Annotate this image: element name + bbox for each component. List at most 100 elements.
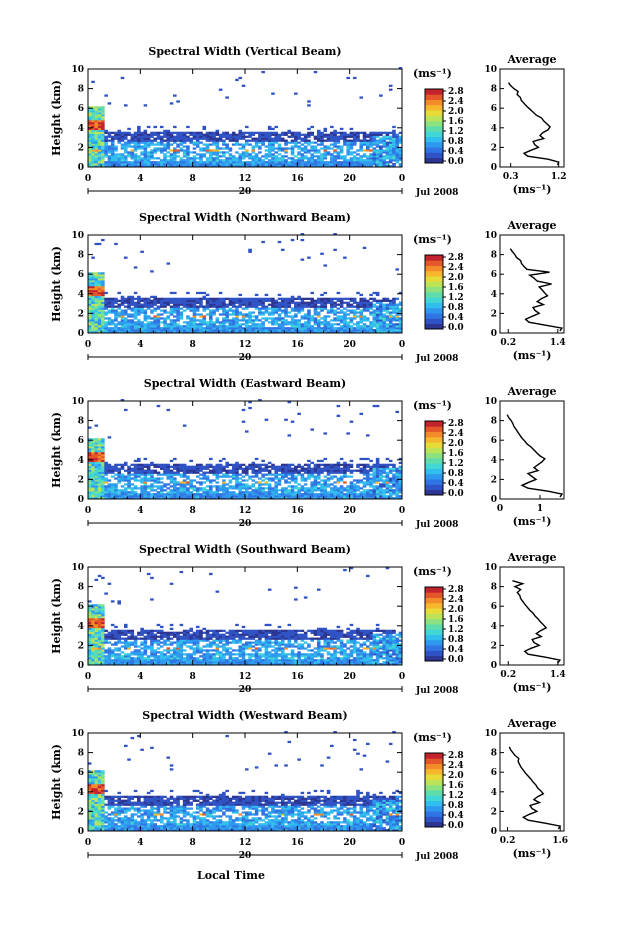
heatmap-cell [209, 493, 213, 496]
heatmap-cell [215, 467, 220, 470]
heatmap-cell [199, 313, 203, 316]
heatmap-cell [359, 471, 364, 474]
heatmap-cell [202, 473, 207, 476]
heatmap-cell [143, 131, 148, 134]
heatmap-cell [91, 469, 95, 472]
heatmap-cell [359, 491, 364, 494]
heatmap-cell [146, 307, 151, 310]
heatmap-cell [120, 493, 125, 496]
heatmap-cell [267, 133, 272, 136]
heatmap-cell [382, 151, 386, 154]
heatmap-cell [94, 455, 99, 459]
heatmap-cell [153, 143, 157, 146]
heatmap-cell [192, 299, 197, 302]
heatmap-cell [179, 303, 184, 306]
heatmap-cell [199, 135, 203, 138]
heatmap-cell [320, 307, 324, 310]
heatmap-cell [150, 317, 154, 320]
heatmap-cell [169, 157, 174, 160]
heatmap-cell [287, 434, 292, 437]
heatmap-cell [166, 151, 171, 154]
heatmap-cell [307, 469, 311, 472]
heatmap-cell [303, 149, 308, 152]
heatmap-cell [97, 461, 102, 465]
heatmap-cell [372, 163, 377, 166]
heatmap-cell [362, 131, 367, 134]
heatmap-cell [114, 301, 118, 304]
heatmap-cell [362, 467, 367, 470]
heatmap-cell [137, 329, 141, 332]
heatmap-cell [110, 155, 115, 158]
heatmap-cell [97, 157, 102, 160]
heatmap-cell [339, 315, 344, 318]
heatmap-cell [94, 481, 99, 484]
heatmap-cell [169, 305, 174, 308]
heatmap-cell [209, 491, 213, 494]
heatmap-cell [313, 311, 318, 314]
heatmap-cell [146, 125, 151, 129]
heatmap-cell [104, 477, 108, 480]
heatmap-cell [143, 319, 148, 322]
heatmap-cell [199, 483, 203, 486]
heatmap-cell [120, 327, 125, 330]
heatmap-cell [209, 155, 213, 158]
heatmap-cell [359, 165, 364, 168]
heatmap-cell [310, 483, 314, 486]
colorbar-swatch [425, 157, 443, 164]
heatmap-cell [127, 327, 131, 330]
heatmap-cell [199, 155, 203, 158]
heatmap-cell [267, 125, 272, 129]
heatmap-cell [192, 325, 197, 328]
heatmap-cell [101, 165, 105, 168]
heatmap-cell [372, 481, 377, 484]
heatmap-cell [120, 165, 125, 168]
heatmap-cell [107, 323, 112, 326]
heatmap-cell [91, 473, 95, 476]
heatmap-cell [88, 610, 92, 613]
heatmap-cell [379, 463, 383, 466]
heatmap-cell [97, 145, 102, 148]
heatmap-cell [94, 625, 99, 629]
heatmap-cell [375, 309, 380, 312]
heatmap-cell [241, 491, 246, 494]
heatmap-cell [101, 481, 105, 484]
heatmap-cell [352, 313, 357, 316]
heatmap-cell [101, 453, 105, 457]
heatmap-cell [248, 497, 252, 500]
heatmap-cell [349, 127, 354, 131]
heatmap-cell [277, 293, 282, 297]
heatmap-cell [333, 481, 337, 484]
heatmap-cell [277, 317, 282, 320]
heatmap-cell [245, 299, 249, 302]
heatmap-cell [127, 307, 131, 310]
heatmap-cell [333, 157, 337, 160]
heatmap-cell [346, 159, 350, 162]
heatmap-cell [385, 495, 390, 498]
heatmap-cell [133, 459, 138, 463]
heatmap-cell [88, 444, 92, 447]
heatmap-cell [215, 297, 220, 300]
heatmap-cell [398, 489, 403, 492]
heatmap-cell [375, 473, 380, 476]
heatmap-cell [88, 284, 92, 287]
heatmap-cell [212, 303, 216, 306]
heatmap-cell [88, 278, 92, 281]
heatmap-cell [97, 325, 102, 328]
heatmap-cell [127, 321, 131, 324]
average-x-tick-label: 1 [537, 504, 543, 514]
heatmap-cell [209, 319, 213, 322]
heatmap-cell [117, 131, 122, 134]
heatmap-cell [101, 274, 105, 277]
heatmap-cell [192, 331, 197, 334]
heatmap-cell [137, 469, 141, 472]
heatmap-cell [274, 301, 279, 304]
heatmap-cell [205, 133, 210, 136]
heatmap-cell [316, 463, 321, 466]
heatmap-cell [104, 94, 108, 97]
heatmap-cell [130, 135, 135, 138]
heatmap-cell [316, 315, 321, 318]
heatmap-cell [97, 121, 102, 125]
heatmap-cell [336, 467, 341, 470]
heatmap-cell [287, 497, 292, 500]
heatmap-cell [310, 475, 314, 478]
